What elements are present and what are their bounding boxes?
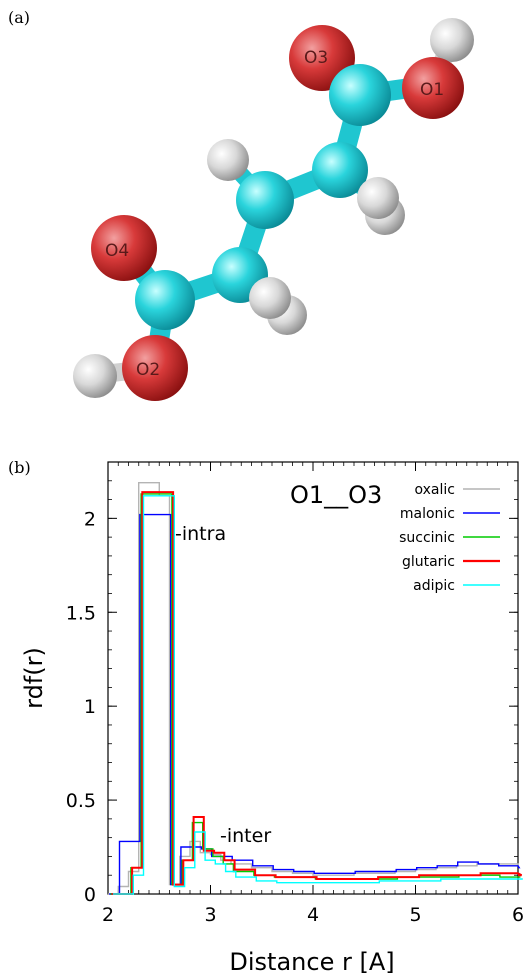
oxygen-atom-o4 [91,215,157,281]
annotation-intra: -intra [175,523,226,545]
axis-ticks: 2 3 4 5 6 0 0.5 1 1.5 2 [66,462,524,926]
hydrogen-atom [430,18,474,62]
y-tick-label: 1.5 [66,602,96,624]
x-tick-label: 5 [409,904,421,926]
annotation-inter: -inter [220,825,271,847]
series-line-malonic [109,513,521,895]
legend-label-oxalic: oxalic [415,482,455,498]
x-tick-label: 6 [512,904,524,926]
atom-label-o1: O1 [420,80,444,100]
carbon-atom [329,64,391,126]
atom-label-o3: O3 [304,48,328,68]
series-line-adipic [112,495,523,895]
y-tick-label: 0 [84,884,96,906]
series-line-glutaric [111,491,523,895]
y-tick-label: 0.5 [66,790,96,812]
panel-label-a: (a) [8,8,31,27]
hydrogen-atom [73,354,117,398]
series-line-succinic [110,493,521,895]
y-tick-label: 1 [84,696,96,718]
carbon-atom [236,171,294,229]
series-line-oxalic [108,482,519,895]
y-tick-label: 2 [84,508,96,530]
x-tick-label: 4 [307,904,319,926]
chart-title: O1__O3 [290,481,382,509]
carbon-atom [135,270,195,330]
hydrogen-atom [357,177,399,219]
y-axis-title: rdf(r) [20,647,48,709]
panel-label-b: (b) [8,458,31,477]
hydrogen-atom [207,139,249,181]
carbon-atom [312,142,368,198]
legend-label-succinic: succinic [399,530,455,546]
x-axis-title: Distance r [A] [229,948,394,976]
legend-label-glutaric: glutaric [402,554,455,570]
legend-label-adipic: adipic [413,578,455,594]
legend-label-malonic: malonic [400,506,455,522]
legend: oxalic malonic succinic glutaric adipic [399,482,500,594]
x-tick-label: 2 [102,904,114,926]
hydrogen-atom [249,277,291,319]
oxygen-atom-o1 [402,57,464,119]
oxygen-atom-o2 [122,335,188,401]
molecule-figure: O3 O1 O4 O2 [73,18,474,401]
series-layer [108,482,523,895]
atom-label-o4: O4 [105,241,129,261]
atom-label-o2: O2 [136,360,160,380]
atoms [73,18,474,401]
x-tick-label: 3 [204,904,216,926]
